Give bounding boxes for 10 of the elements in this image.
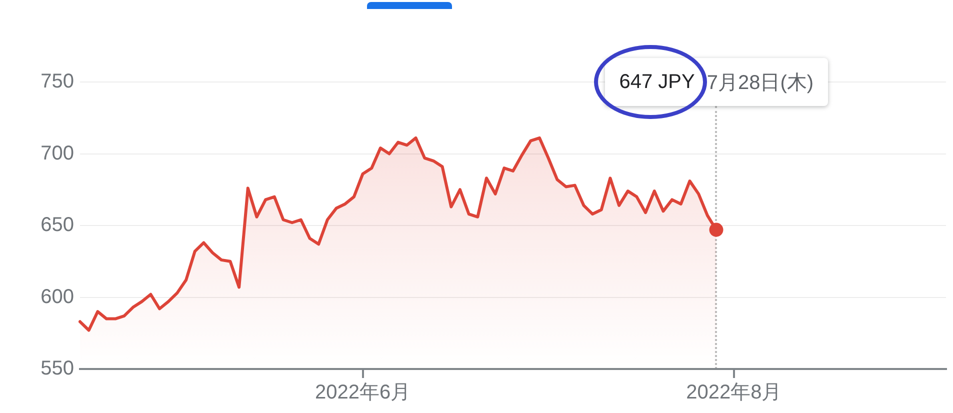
y-tick-label: 550 [40, 358, 74, 380]
y-tick-label: 600 [40, 286, 74, 308]
x-tick-label: 2022年6月 [314, 382, 411, 404]
y-tick-label: 700 [40, 142, 74, 164]
y-tick-label: 650 [40, 214, 74, 236]
y-tick-label: 750 [40, 70, 74, 93]
annotation: 647 JPY [619, 70, 695, 94]
tooltip-card: 647 JPY 7月28日(木) [605, 58, 828, 106]
annotation: 7月28日(木) [706, 70, 814, 96]
x-tick-label: 2022年8月 [686, 382, 782, 404]
